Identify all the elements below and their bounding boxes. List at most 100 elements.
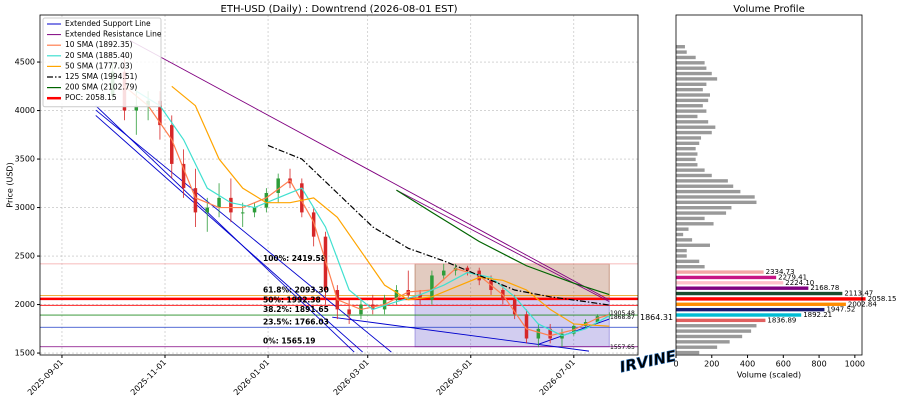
candle-body <box>595 316 600 323</box>
volume-label: 2113.47 <box>844 290 873 298</box>
volume-bar <box>676 281 784 285</box>
volume-bar <box>676 50 687 54</box>
volume-bar <box>676 222 714 226</box>
volume-bar <box>676 104 703 108</box>
volume-bar <box>676 66 707 70</box>
volume-bar <box>676 146 696 151</box>
volume-label: 2002.84 <box>848 300 877 308</box>
y-tick-label: 3000 <box>15 203 35 212</box>
volume-label: 2168.78 <box>810 284 839 292</box>
x-tick-label: 800 <box>811 360 826 369</box>
volume-label: 2058.15 <box>868 295 897 303</box>
volume-bar <box>676 157 696 162</box>
legend-box <box>42 17 162 108</box>
volume-bar <box>676 313 802 317</box>
volume-bar <box>676 82 707 86</box>
fib-label: 0%: 1565.19 <box>263 337 316 346</box>
volume-bar <box>676 340 730 344</box>
price-label: 1557.65 <box>610 344 635 351</box>
x-axis-label: Volume (scaled) <box>737 371 801 380</box>
legend-label: 50 SMA (1777.03) <box>65 61 133 70</box>
candle-body <box>418 294 422 300</box>
x-tick-label: 400 <box>740 360 755 369</box>
chart-title: Volume Profile <box>733 4 804 15</box>
legend-label: Extended Support Line <box>65 19 151 28</box>
volume-bar <box>676 238 693 242</box>
trend-line <box>332 316 590 352</box>
fib-label: 100%: 2419.58 <box>263 254 326 263</box>
price-label: 1868.87 <box>610 314 635 321</box>
legend-label: POC: 2058.15 <box>65 93 117 102</box>
candle-body <box>205 207 209 213</box>
volume-bar <box>676 243 710 247</box>
volume-bar <box>676 120 709 124</box>
volume-label: 2279.41 <box>778 273 807 281</box>
sma-line <box>124 85 610 337</box>
y-tick-label: 3500 <box>15 155 35 164</box>
volume-bar <box>676 152 698 156</box>
volume-bar <box>676 254 687 258</box>
volume-bar <box>676 77 718 81</box>
volume-bar <box>676 205 732 210</box>
y-tick-label: 2000 <box>15 300 35 309</box>
candle-body <box>300 183 304 213</box>
candle-body <box>158 100 162 126</box>
fib-label: 61.8%: 2093.30 <box>263 286 329 295</box>
fib-label: 50%: 1992.38 <box>263 295 321 304</box>
volume-bar <box>676 324 757 328</box>
volume-bar <box>676 334 743 339</box>
volume-bar <box>676 227 689 231</box>
volume-bar <box>676 93 710 97</box>
legend-label: 20 SMA (1885.40) <box>65 51 133 60</box>
sma-line <box>267 144 610 306</box>
volume-bar <box>676 329 752 333</box>
legend-label: 125 SMA (1994.51) <box>65 72 137 81</box>
candle-body <box>229 197 233 213</box>
trend-line <box>95 105 355 353</box>
volume-bar <box>676 168 705 172</box>
volume-bar <box>676 98 709 103</box>
volume-bar <box>676 184 734 188</box>
candle-body <box>323 236 328 291</box>
plot-frame <box>39 14 639 356</box>
candle-body <box>524 314 529 339</box>
volume-bar <box>676 318 766 323</box>
volume-bar <box>676 345 718 349</box>
volume-bar <box>676 195 755 199</box>
volume-bar <box>676 71 712 76</box>
volume-bar <box>676 136 702 140</box>
volume-bar <box>676 216 705 221</box>
trend-line <box>129 39 610 301</box>
candle-body <box>512 299 517 315</box>
candle-body <box>264 193 269 208</box>
x-tick-label: 600 <box>776 360 791 369</box>
volume-bar <box>676 163 698 167</box>
legend: Extended Support Line Extended Resistance… <box>42 17 162 108</box>
volume-label: 2334.73 <box>766 268 795 276</box>
candle-body <box>134 105 139 111</box>
volume-bar <box>676 200 757 205</box>
y-tick-label: 4500 <box>15 58 35 67</box>
volume-bar <box>676 232 684 237</box>
zone <box>414 298 610 348</box>
y-tick-label: 1500 <box>15 349 35 358</box>
chart-title: ETH-USD (Daily) : Downtrend (2026-08-01 … <box>221 4 458 15</box>
volume-bar <box>676 141 700 146</box>
candle-body <box>394 290 399 300</box>
volume-bar <box>676 297 866 301</box>
volume-bar <box>676 179 728 183</box>
candle-body <box>276 178 280 194</box>
volume-bar <box>676 275 777 280</box>
volume-bar <box>676 270 764 274</box>
candle-body <box>252 207 257 213</box>
x-tick-label: 200 <box>704 360 719 369</box>
volume-bar <box>676 61 705 65</box>
candle-body <box>181 163 186 189</box>
candle-body <box>217 197 221 208</box>
volume-bar <box>676 248 687 253</box>
legend-label: Extended Resistance Line <box>65 30 162 39</box>
candle-body <box>536 328 541 339</box>
volume-bar <box>676 286 809 290</box>
